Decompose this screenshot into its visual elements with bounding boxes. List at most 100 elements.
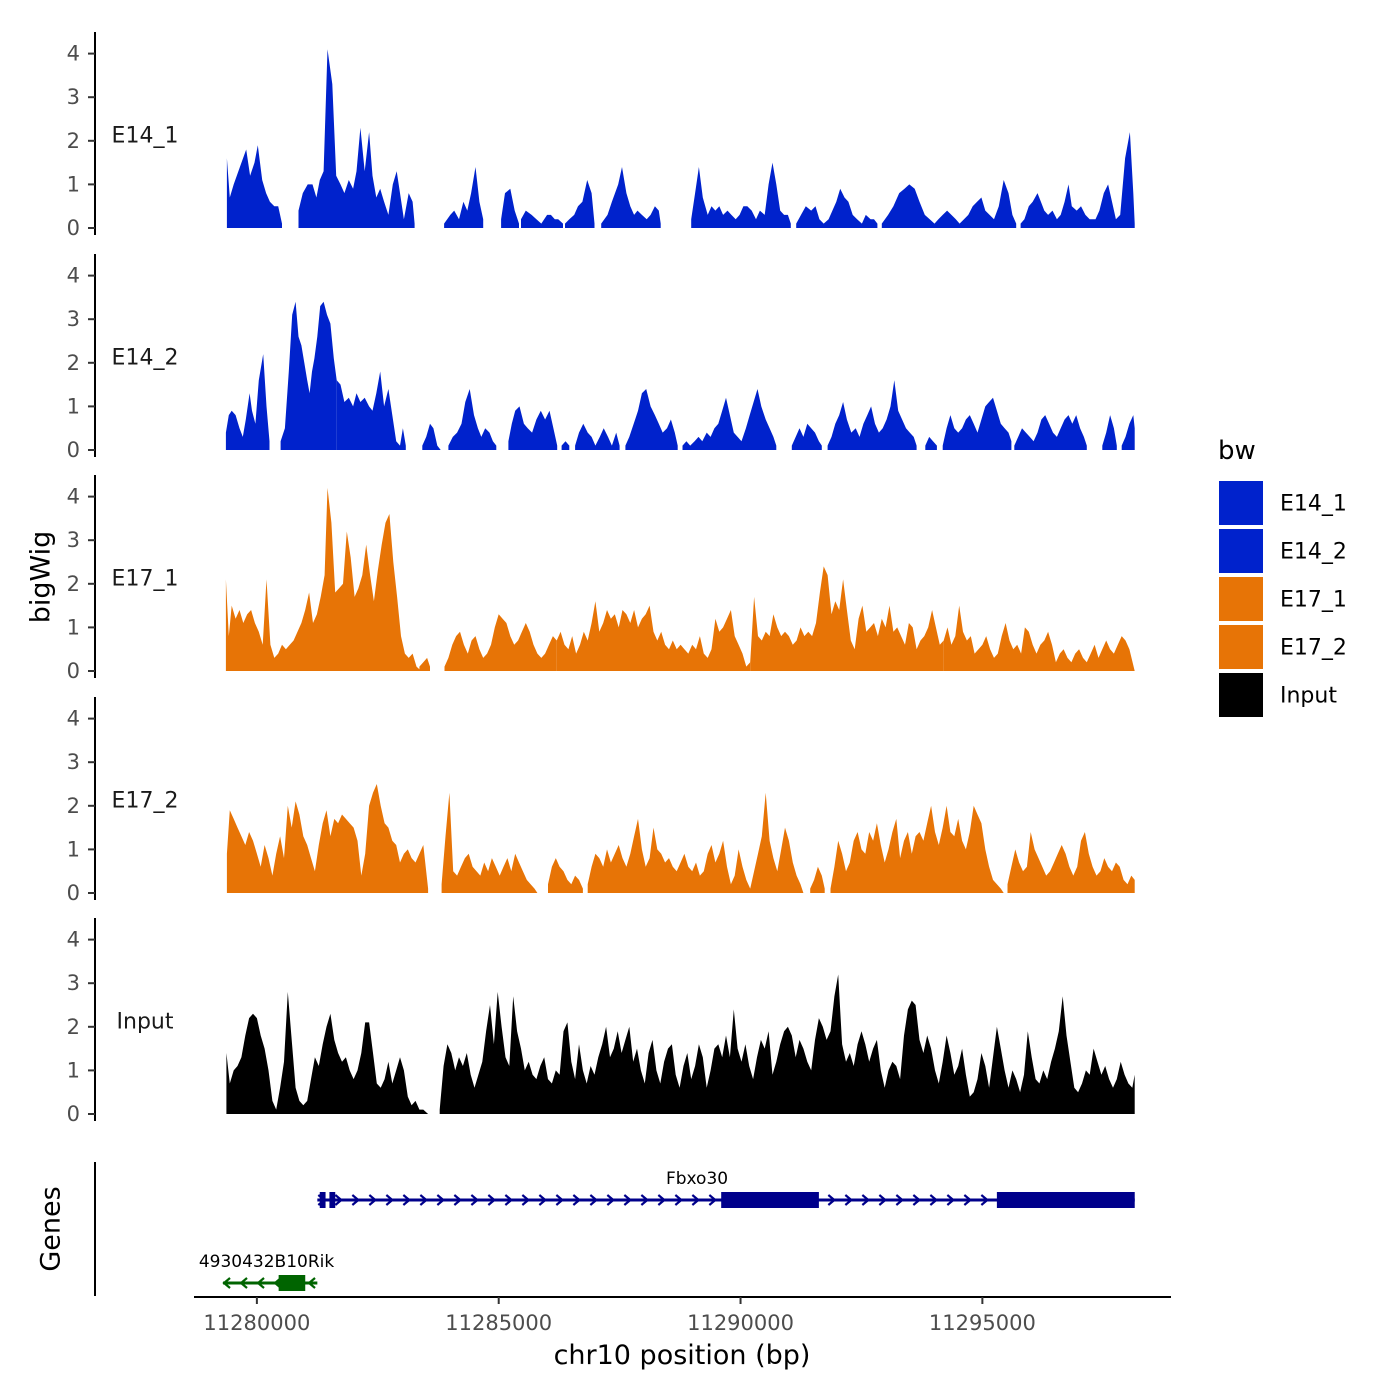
strand-chevron — [691, 1194, 701, 1206]
exon-Fbxo30-1 — [329, 1192, 336, 1208]
gene-label-Fbxo30: Fbxo30 — [666, 1169, 728, 1189]
y-tick-label: 3 — [67, 750, 80, 774]
signal-area-E14_2-5 — [508, 406, 558, 450]
genes-layer: Genes Fbxo30 4930432B10Rik — [36, 1162, 1135, 1296]
gene-4930432B10Rik: 4930432B10Rik — [199, 1252, 335, 1291]
x-tick-label: 11290000 — [687, 1311, 794, 1335]
strand-chevron — [538, 1194, 548, 1206]
y-tick-label: 4 — [67, 485, 80, 509]
legend-label: E14_2 — [1280, 540, 1347, 565]
signal-area-E14_2-3 — [422, 423, 441, 450]
signal-area-E17_2-2 — [548, 858, 583, 893]
strand-chevron — [385, 1194, 395, 1206]
strand-chevron — [980, 1194, 990, 1206]
y-tick-label: 1 — [67, 394, 80, 418]
signal-area-E14_1-5 — [565, 180, 595, 228]
legend-swatch — [1217, 479, 1265, 527]
signal-area-E14_2-2 — [336, 371, 406, 450]
signal-area-E14_1-6 — [601, 167, 661, 228]
signal-area-E17_2-4 — [810, 866, 825, 893]
y-tick-label: 2 — [67, 351, 80, 375]
signal-area-E14_1-1 — [298, 49, 415, 229]
strand-chevron — [470, 1194, 480, 1206]
track-E14_1: 0 1 2 3 4 E14_1 — [67, 32, 1135, 240]
y-tick-label: 0 — [67, 881, 80, 905]
y-tick-label: 4 — [67, 42, 80, 66]
strand-chevron — [334, 1194, 344, 1206]
signal-area-E14_1-4 — [521, 210, 563, 228]
signal-area-E14_1-2 — [444, 167, 484, 228]
y-axis-title: bigWig — [26, 531, 57, 624]
legend: bw E14_1 E14_2 E17_1 E17_2 Input — [1217, 436, 1347, 719]
legend-item-E14_2: E14_2 — [1217, 527, 1347, 575]
strand-chevron — [307, 1277, 316, 1289]
x-tick-label: 11285000 — [445, 1311, 552, 1335]
signal-area-E14_2-14 — [1014, 415, 1087, 450]
strand-chevron — [453, 1194, 463, 1206]
signal-area-Input-1 — [439, 974, 1135, 1114]
signal-area-E17_1-4 — [750, 566, 944, 671]
track-Input: 0 1 2 3 4 Input — [67, 918, 1135, 1126]
exon-Fbxo30-0 — [319, 1192, 326, 1208]
y-tick-label: 1 — [67, 172, 80, 196]
legend-item-E17_1: E17_1 — [1217, 575, 1347, 623]
legend-item-E14_1: E14_1 — [1217, 479, 1347, 527]
exon-Fbxo30-2 — [721, 1192, 819, 1208]
y-tick-label: 2 — [67, 794, 80, 818]
strand-chevron — [555, 1194, 565, 1206]
strand-chevron — [368, 1194, 378, 1206]
y-tick-label: 3 — [67, 85, 80, 109]
strand-chevron — [572, 1194, 582, 1206]
strand-chevron — [963, 1194, 973, 1206]
signal-area-E14_2-11 — [827, 380, 917, 450]
strand-chevron — [239, 1277, 248, 1289]
strand-chevron — [623, 1194, 633, 1206]
signal-area-E17_1-3 — [556, 601, 751, 671]
gene-label-4930432B10Rik: 4930432B10Rik — [199, 1252, 335, 1272]
track-E17_1: 0 1 2 3 4 E17_1 — [67, 475, 1135, 683]
signal-area-E14_2-13 — [942, 397, 1012, 450]
strand-chevron — [878, 1194, 888, 1206]
x-axis-title: chr10 position (bp) — [554, 1340, 811, 1371]
strand-chevron — [946, 1194, 956, 1206]
signal-area-E17_2-0 — [226, 784, 429, 893]
x-tick-label: 11280000 — [203, 1311, 310, 1335]
legend-item-Input: Input — [1217, 671, 1337, 719]
y-tick-label: 0 — [67, 216, 80, 240]
legend-item-E17_2: E17_2 — [1217, 623, 1347, 671]
legend-swatch — [1217, 575, 1265, 623]
strand-chevron — [436, 1194, 446, 1206]
track-E17_2: 0 1 2 3 4 E17_2 — [67, 697, 1135, 905]
signal-area-E14_2-4 — [448, 389, 497, 450]
strand-chevron — [861, 1194, 871, 1206]
y-tick-label: 3 — [67, 528, 80, 552]
y-tick-label: 0 — [67, 659, 80, 683]
track-E14_2: 0 1 2 3 4 E14_2 — [67, 254, 1135, 462]
exon-Fbxo30-3 — [996, 1192, 1135, 1208]
strand-chevron — [521, 1194, 531, 1206]
strand-chevron — [402, 1194, 412, 1206]
strand-chevron — [674, 1194, 684, 1206]
exon-4930432B10Rik-0 — [278, 1275, 306, 1291]
signal-area-E17_2-1 — [441, 792, 538, 893]
legend-swatch — [1217, 671, 1265, 719]
strand-chevron — [708, 1194, 718, 1206]
gene-Fbxo30: Fbxo30 — [317, 1169, 1135, 1208]
signal-area-E14_1-8 — [796, 188, 878, 228]
strand-chevron — [895, 1194, 905, 1206]
tracks-layer: 0 1 2 3 4 E14_1 0 1 2 3 4 E14_2 0 1 2 3 4 E17_1 0 1 2 3 4 E17_2… — [67, 32, 1135, 1126]
y-tick-label: 3 — [67, 307, 80, 331]
y-tick-label: 2 — [67, 1015, 80, 1039]
signal-area-E14_1-9 — [881, 180, 1017, 228]
y-tick-label: 2 — [67, 129, 80, 153]
y-tick-label: 2 — [67, 572, 80, 596]
y-tick-label: 1 — [67, 615, 80, 639]
strand-chevron — [256, 1277, 265, 1289]
signal-area-E17_1-0 — [225, 487, 422, 671]
track-label-E17_1: E17_1 — [112, 567, 179, 592]
signal-area-E14_2-16 — [1121, 415, 1135, 450]
strand-chevron — [640, 1194, 650, 1206]
legend-label: E17_2 — [1280, 636, 1347, 661]
track-label-E14_1: E14_1 — [112, 124, 179, 149]
